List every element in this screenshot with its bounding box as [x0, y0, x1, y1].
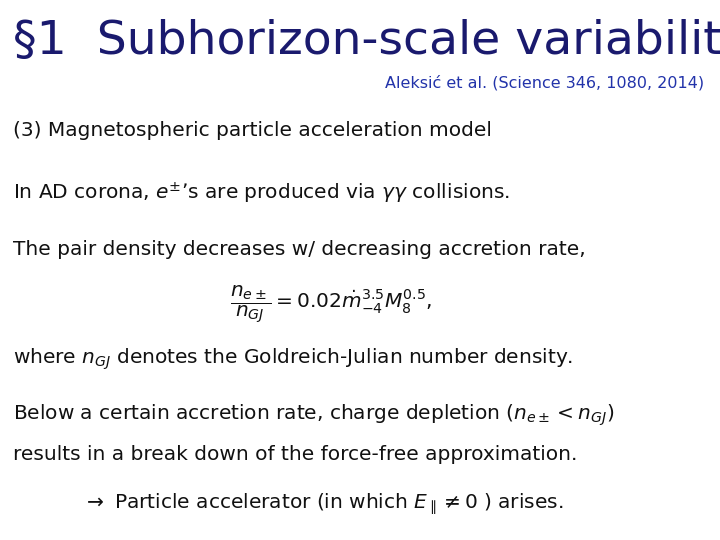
Text: $\rightarrow$ Particle accelerator (in which $E_{\parallel}{\neq}0$ ) arises.: $\rightarrow$ Particle accelerator (in w…: [83, 491, 563, 517]
Text: In AD corona, $e^{\pm}$’s are produced via $\gamma\gamma$ collisions.: In AD corona, $e^{\pm}$’s are produced v…: [13, 181, 510, 206]
Text: The pair density decreases w/ decreasing accretion rate,: The pair density decreases w/ decreasing…: [13, 240, 585, 259]
Text: Below a certain accretion rate, charge depletion $(n_{e\pm}{<}n_{GJ})$: Below a certain accretion rate, charge d…: [13, 402, 614, 428]
Text: results in a break down of the force-free approximation.: results in a break down of the force-fre…: [13, 446, 577, 464]
Text: (3) Magnetospheric particle acceleration model: (3) Magnetospheric particle acceleration…: [13, 122, 492, 140]
Text: Aleksić et al. (Science 346, 1080, 2014): Aleksić et al. (Science 346, 1080, 2014): [385, 75, 704, 90]
Text: $\dfrac{n_{e\pm}}{n_{GJ}} = 0.02\dot{m}_{-4}^{3.5}M_8^{0.5}$,: $\dfrac{n_{e\pm}}{n_{GJ}} = 0.02\dot{m}_…: [230, 284, 432, 326]
Text: §1  Subhorizon-scale variability: §1 Subhorizon-scale variability: [13, 19, 720, 64]
Text: where $n_{GJ}$ denotes the Goldreich-Julian number density.: where $n_{GJ}$ denotes the Goldreich-Jul…: [13, 347, 573, 372]
